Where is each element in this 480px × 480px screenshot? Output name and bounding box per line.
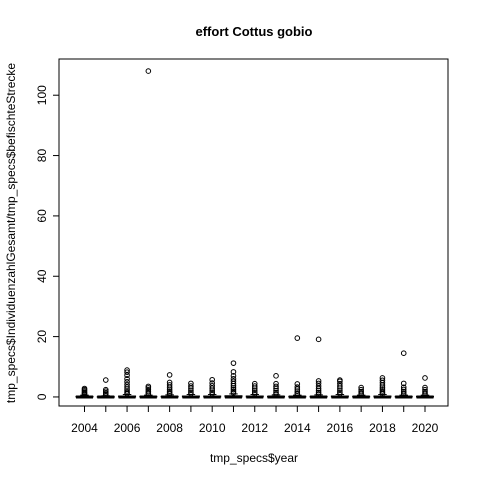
outlier-point [102, 386, 109, 393]
outlier-point [188, 380, 194, 387]
outlier-point [315, 378, 322, 384]
outlier-point [166, 382, 173, 388]
outlier-point [166, 372, 173, 378]
outlier-point [230, 373, 237, 379]
outlier-point [124, 369, 130, 376]
outlier-point [209, 376, 215, 383]
outlier-point [337, 377, 343, 383]
outlier-point [124, 384, 130, 390]
outlier-point [315, 385, 322, 392]
y-tick-label: 40 [35, 269, 49, 283]
x-axis-label: tmp_specs$year [210, 451, 298, 465]
outlier-point [102, 377, 109, 383]
x-tick-label: 2014 [284, 421, 311, 435]
outlier-point [124, 381, 130, 388]
outlier-point [124, 367, 130, 373]
x-tick-label: 2006 [114, 421, 141, 435]
outlier-point [400, 380, 407, 387]
y-tick-label: 0 [35, 393, 49, 400]
outlier-point [230, 378, 237, 385]
x-tick-label: 2008 [156, 421, 183, 435]
outlier-point [422, 375, 428, 381]
outlier-point [294, 384, 301, 390]
outlier-point [124, 379, 130, 385]
outlier-point [166, 388, 173, 395]
outlier-point [294, 386, 301, 392]
outlier-point [358, 388, 364, 395]
outlier-point [124, 372, 130, 379]
outlier-point [251, 383, 258, 389]
outlier-point [358, 384, 364, 391]
outlier-point [337, 380, 343, 387]
outlier-point [422, 384, 428, 391]
outlier-point [294, 335, 301, 341]
outlier-point [273, 389, 279, 396]
outlier-point [81, 385, 88, 392]
outlier-point [188, 389, 194, 395]
x-tick-label: 2020 [412, 421, 439, 435]
outlier-point [273, 383, 279, 390]
y-tick-label: 80 [35, 149, 49, 163]
outlier-point [400, 350, 407, 356]
outlier-point [294, 390, 301, 396]
y-tick-label: 20 [35, 330, 49, 344]
outlier-point [315, 383, 322, 389]
outlier-point [124, 376, 130, 382]
outlier-point [251, 380, 258, 387]
outlier-point [315, 380, 322, 387]
outlier-point [166, 379, 173, 386]
outlier-point [379, 375, 386, 381]
outlier-point [337, 389, 343, 395]
outlier-point [230, 360, 237, 366]
outlier-point [145, 388, 152, 395]
outlier-point [124, 388, 130, 394]
outlier-point [145, 68, 152, 74]
outlier-point [315, 336, 322, 343]
outlier-point [400, 386, 407, 393]
outlier-point [230, 386, 237, 393]
outlier-point [422, 386, 428, 393]
outlier-point [358, 386, 364, 393]
outlier-point [379, 388, 386, 394]
outlier-point [230, 376, 237, 382]
outlier-point [379, 386, 386, 392]
outlier-point [251, 389, 258, 395]
outlier-point [315, 389, 322, 396]
outlier-point [209, 380, 215, 386]
outlier-point [273, 373, 279, 379]
x-tick-label: 2018 [369, 421, 396, 435]
outlier-point [230, 369, 237, 375]
outlier-point [145, 383, 152, 390]
x-tick-label: 2016 [327, 421, 354, 435]
y-tick-label: 100 [35, 85, 49, 105]
chart-title: effort Cottus gobio [196, 24, 313, 39]
y-tick-label: 60 [35, 209, 49, 223]
outlier-point [379, 377, 386, 384]
outlier-point [209, 382, 215, 389]
x-tick-label: 2010 [199, 421, 226, 435]
outlier-point [400, 384, 407, 391]
x-tick-label: 2012 [241, 421, 268, 435]
plot-area: 0 20 40 60 80 100 2004 2006 2008 2010 2012 2014 2016… [35, 58, 449, 435]
outlier-point [294, 381, 301, 387]
x-tick-label: 2004 [71, 421, 98, 435]
outlier-point [145, 386, 152, 393]
outlier-point [230, 388, 237, 395]
outlier-point [209, 385, 215, 391]
outlier-point [209, 389, 215, 395]
outlier-point [273, 380, 279, 387]
y-axis-label: tmp_specs$IndividuenzahlGesamt/tmp_specs… [4, 63, 18, 404]
outlier-point [188, 383, 194, 389]
outlier-point [422, 388, 428, 395]
